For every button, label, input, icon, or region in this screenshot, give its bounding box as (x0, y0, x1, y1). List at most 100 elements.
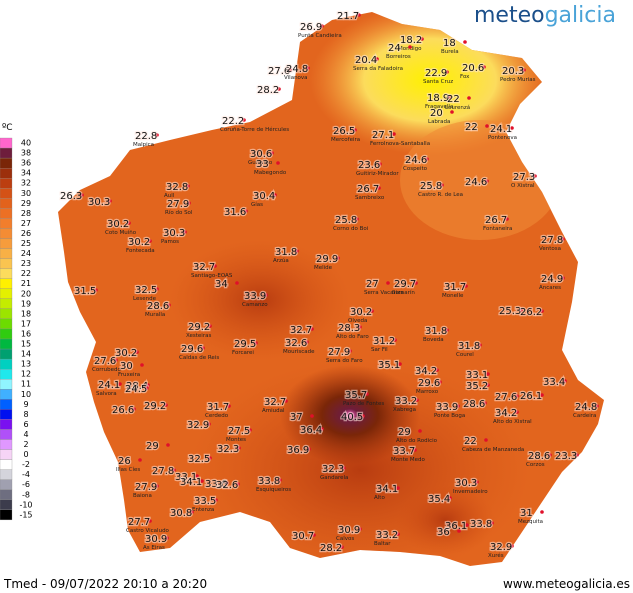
station-name: Pontenova (488, 135, 517, 141)
station-marker (415, 398, 419, 402)
station-value: 25.3 (499, 306, 521, 317)
station-name: Mezquita (518, 519, 543, 525)
station-marker (145, 386, 149, 390)
station-name: Castro R. de Lea (418, 192, 463, 198)
station-marker (348, 349, 352, 353)
legend-label: 19 (21, 299, 31, 308)
station-marker (486, 383, 490, 387)
legend-swatch (0, 409, 13, 420)
station-value: 26.7 (485, 215, 507, 226)
station-name: Río do Sol (165, 209, 193, 216)
station-value: 32.7 (264, 397, 286, 408)
station-value: 30 (120, 361, 133, 372)
station-value: 36 (437, 527, 450, 538)
station-value: 33.1 (466, 370, 488, 381)
station-marker (378, 162, 382, 166)
legend-swatch (0, 368, 13, 380)
station-value: 33.9 (244, 291, 266, 302)
station-marker (288, 68, 292, 72)
legend-label: -15 (19, 510, 32, 519)
station-name: O Xistral (511, 183, 535, 189)
station-name: Muralla (145, 312, 165, 318)
station-value: 34.2 (415, 366, 437, 377)
station-value: 27.8 (541, 235, 563, 246)
station-name: Arzúa (273, 257, 289, 264)
legend-label: 23 (21, 259, 31, 268)
legend-label: 4 (23, 430, 28, 439)
station-name: Corzos (526, 462, 545, 468)
station-name: Illas Cíes (116, 466, 140, 473)
station-value: 21.7 (337, 11, 359, 22)
legend-swatch (0, 238, 13, 249)
legend-label: 15 (21, 340, 31, 349)
station-marker (435, 368, 439, 372)
station-marker (467, 96, 471, 100)
legend-label: 30 (21, 189, 31, 198)
station-marker (248, 428, 252, 432)
station-marker (563, 379, 567, 383)
station-marker (336, 256, 340, 260)
legend-label: 21 (21, 279, 31, 288)
station-marker (237, 446, 241, 450)
station-marker (214, 498, 218, 502)
station-name: Fontecada (126, 248, 155, 254)
station-name: Forcarei (232, 350, 254, 356)
legend-swatch (0, 157, 13, 169)
legend-swatch (0, 439, 13, 450)
station-marker (358, 527, 362, 531)
station-marker (447, 95, 451, 99)
station-marker (483, 401, 487, 405)
station-value: 28.3 (338, 323, 360, 334)
station-marker (361, 414, 365, 418)
station-value: 29 (146, 441, 159, 452)
station-marker (208, 324, 212, 328)
station-marker (236, 482, 240, 486)
station-value: 32.5 (135, 285, 157, 296)
station-value: 33.2 (376, 530, 398, 541)
legend-swatch (0, 509, 13, 521)
station-value: 24.6 (465, 177, 487, 188)
station-marker (482, 65, 486, 69)
legend-label: 20 (21, 289, 31, 298)
station-value: 26.5 (333, 126, 355, 137)
station-name: Serra do Faro (326, 358, 363, 364)
station-value: 22 (464, 436, 477, 447)
station-value: 40.5 (341, 412, 363, 423)
station-value: 36.9 (287, 445, 309, 456)
station-marker (244, 209, 248, 213)
station-marker (242, 118, 246, 122)
station-value: 30.3 (88, 197, 110, 208)
station-value: 32.7 (193, 262, 215, 273)
legend-label: 9 (23, 400, 28, 409)
station-value: 26.7 (357, 184, 379, 195)
legend-label: 38 (21, 149, 31, 158)
station-name: Salvora (96, 391, 117, 397)
station-marker (164, 403, 168, 407)
station-name: Cerdedo (205, 413, 229, 419)
station-marker (307, 447, 311, 451)
legend-swatch (0, 188, 13, 199)
station-marker (200, 479, 204, 483)
footer-caption: Tmed - 09/07/2022 20:10 a 20:20 (3, 577, 207, 591)
legend-swatch (0, 348, 13, 360)
station-marker (165, 536, 169, 540)
station-value: 22.8 (135, 131, 157, 142)
station-marker (132, 407, 136, 411)
station-name: Corrubedo (92, 367, 121, 373)
station-name: Ponte Boga (434, 413, 465, 419)
station-name: Alto do Xistral (493, 419, 532, 425)
station-value: 33 (256, 159, 269, 170)
station-value: 35.4 (428, 494, 450, 505)
station-marker (425, 157, 429, 161)
station-value: 33.5 (194, 496, 216, 507)
legend-label: 18 (21, 309, 31, 318)
legend-swatch (0, 178, 13, 189)
station-value: 22 (447, 94, 460, 105)
station-marker (377, 186, 381, 190)
station-marker (445, 328, 449, 332)
station-value: 32.9 (187, 420, 209, 431)
station-value: 29.7 (394, 279, 416, 290)
station-marker (155, 287, 159, 291)
